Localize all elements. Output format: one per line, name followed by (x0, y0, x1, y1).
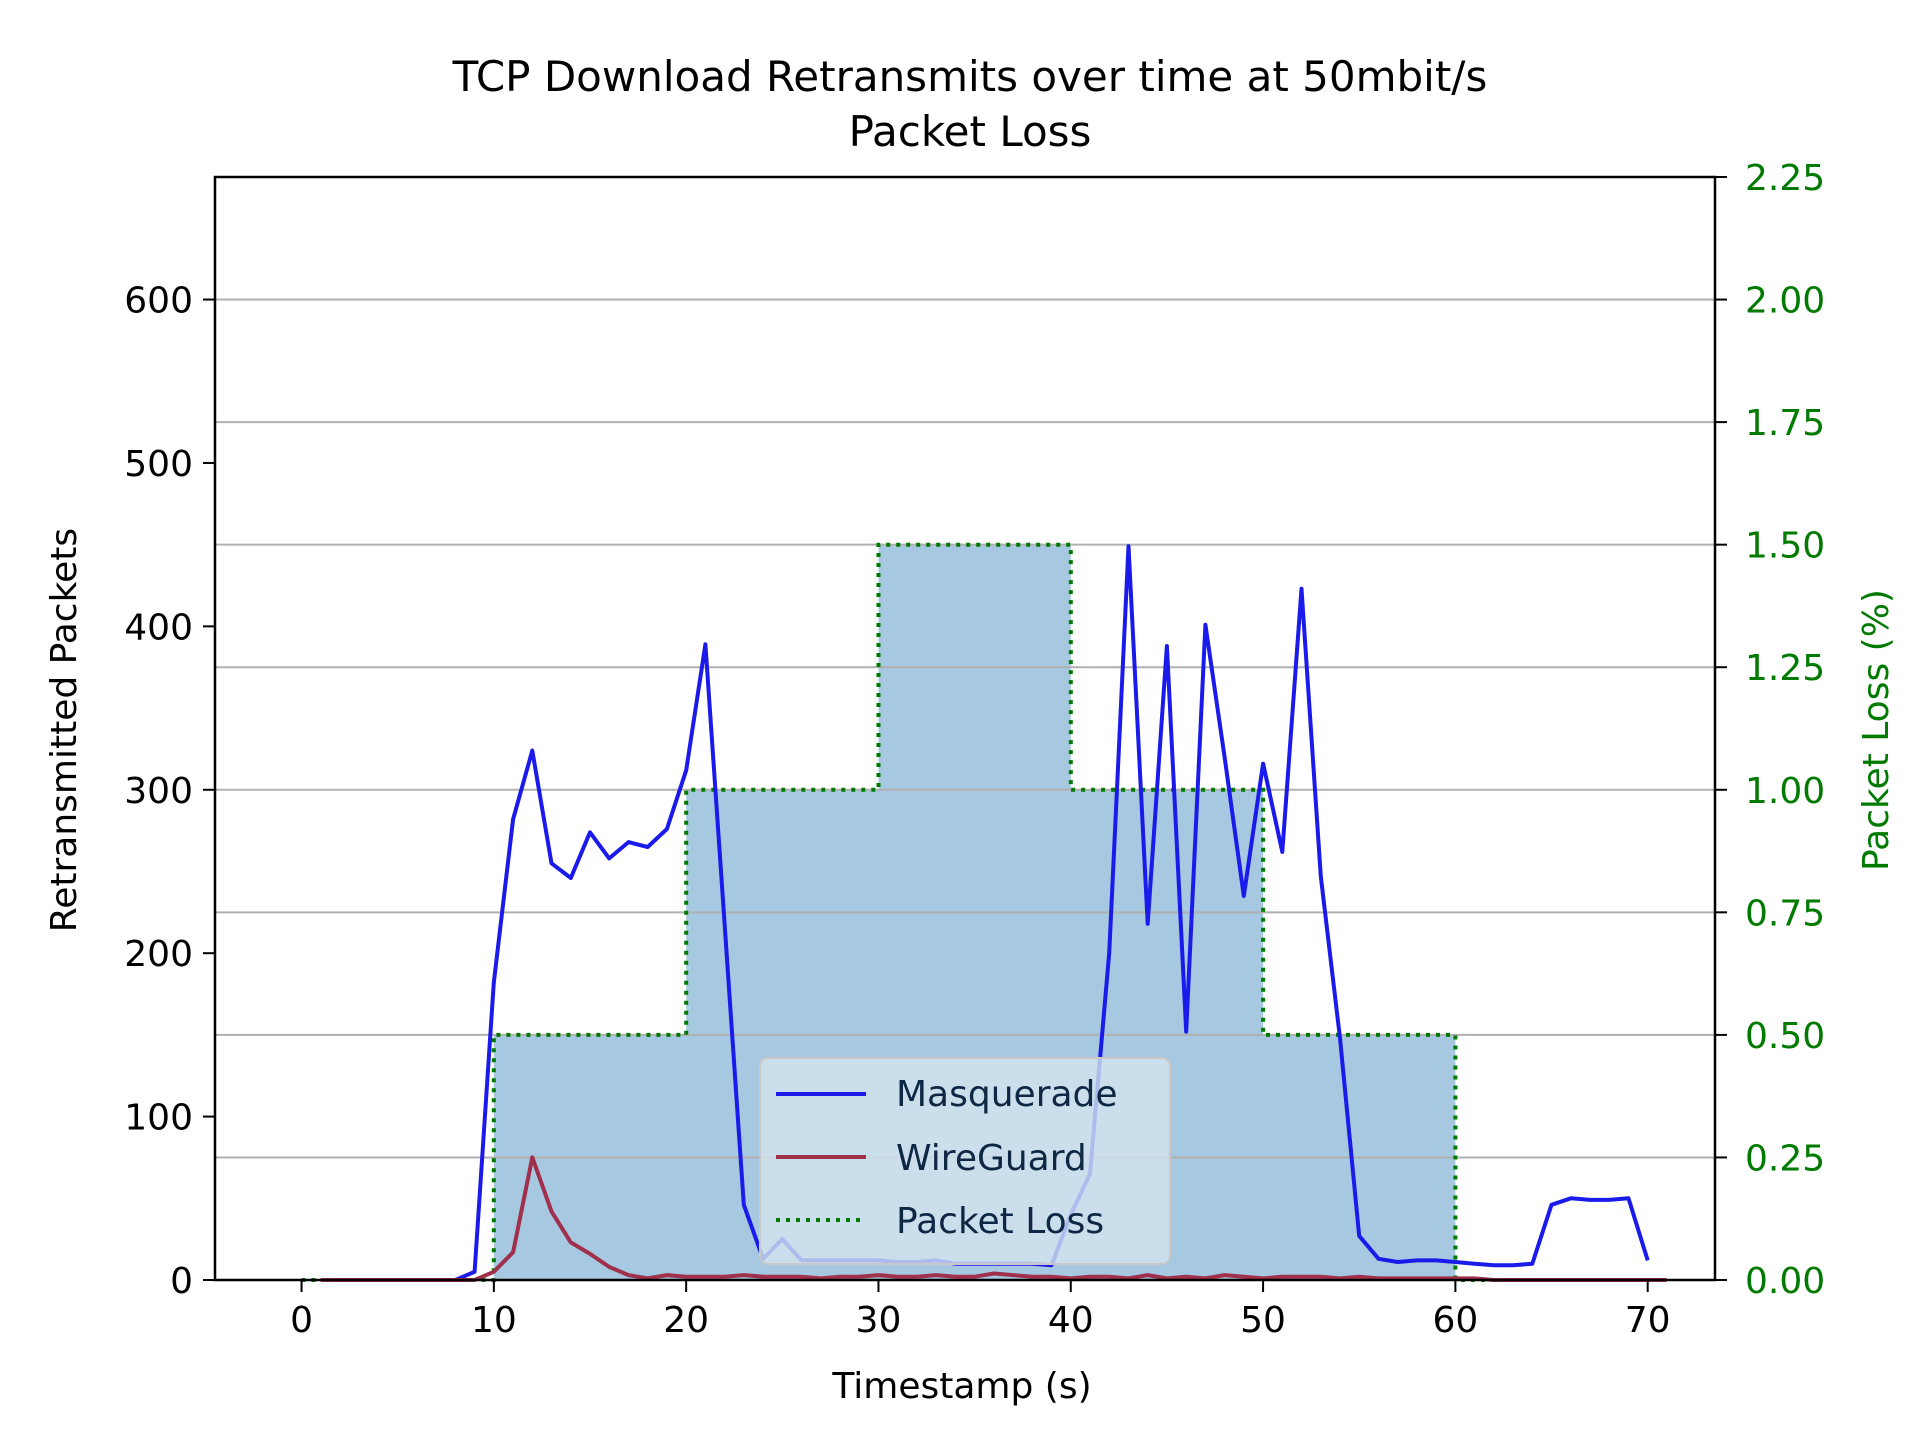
y2-tick-label: 1.75 (1745, 403, 1825, 444)
y2-tick-label: 2.00 (1745, 281, 1825, 322)
y-tick-label: 400 (124, 607, 193, 648)
y2-tick-label: 0.00 (1745, 1261, 1825, 1302)
y2-tick-label: 0.25 (1745, 1138, 1825, 1179)
y2-tick-label: 1.25 (1745, 648, 1825, 689)
y-tick-label: 600 (124, 281, 193, 322)
y-tick-label: 300 (124, 771, 193, 812)
series-line-wireguard (320, 1155, 1667, 1282)
y-tick-label: 0 (170, 1261, 193, 1302)
x-tick-label: 10 (471, 1300, 517, 1341)
x-tick-label: 70 (1625, 1300, 1671, 1341)
x-tick-label: 30 (856, 1300, 902, 1341)
legend-label-masquerade: Masquerade (896, 1074, 1118, 1115)
legend-label-packet-loss: Packet Loss (896, 1201, 1104, 1242)
chart-title-line2: Packet Loss (849, 107, 1092, 156)
legend: Masquerade WireGuard Packet Loss (759, 1057, 1171, 1265)
axes-layer: 0 10 20 30 40 50 60 70 0 100 200 300 400 500 600 0.00 0.… (124, 158, 1825, 1341)
plot-frame (213, 175, 1717, 1282)
y2-tick-label: 0.50 (1745, 1016, 1825, 1057)
x-tick-label: 50 (1240, 1300, 1286, 1341)
x-tick-label: 40 (1048, 1300, 1094, 1341)
y2-tick-label: 1.00 (1745, 771, 1825, 812)
x-tick-label: 0 (290, 1300, 313, 1341)
chart-title-line1: TCP Download Retransmits over time at 50… (452, 52, 1488, 101)
y-tick-label: 100 (124, 1098, 193, 1139)
y2-tick-label: 1.50 (1745, 526, 1825, 567)
y-tick-label: 500 (124, 444, 193, 485)
y-tick-label: 200 (124, 934, 193, 975)
x-tick-label: 20 (663, 1300, 709, 1341)
x-axis-label: Timestamp (s) (831, 1366, 1091, 1407)
y2-tick-label: 0.75 (1745, 893, 1825, 934)
y2-axis-label: Packet Loss (%) (1856, 589, 1897, 871)
y-axis-label: Retransmitted Packets (44, 528, 85, 932)
x-tick-label: 60 (1432, 1300, 1478, 1341)
legend-label-wireguard: WireGuard (896, 1138, 1087, 1179)
legend-box (759, 1057, 1171, 1265)
y2-tick-label: 2.25 (1745, 158, 1825, 199)
